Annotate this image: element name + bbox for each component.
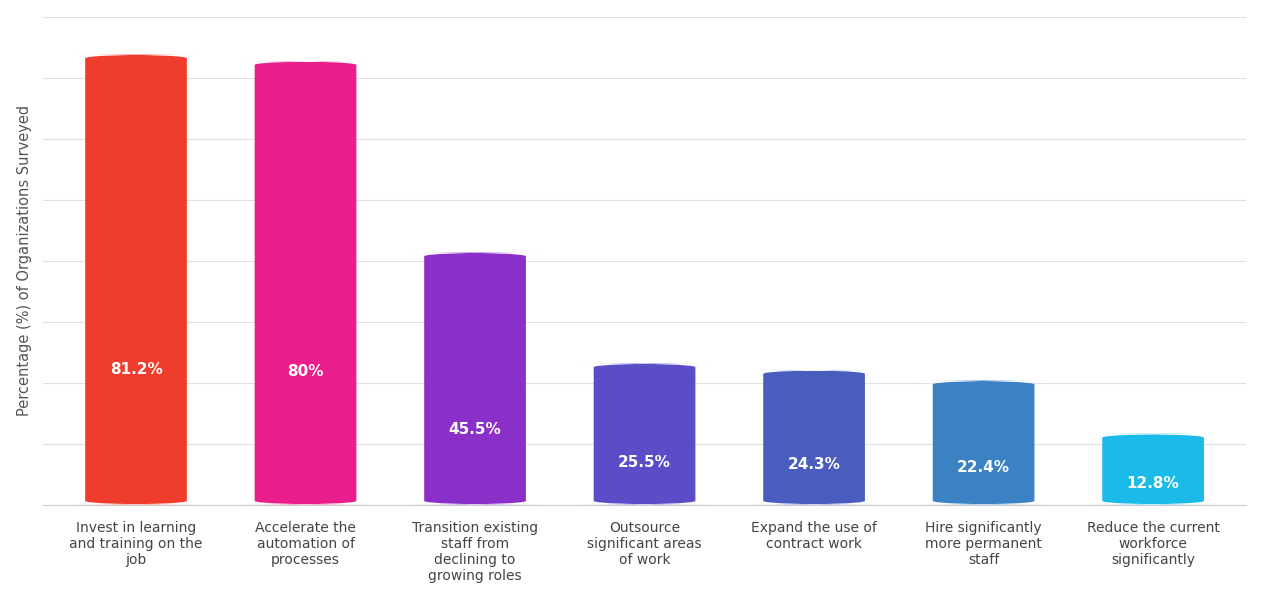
FancyBboxPatch shape xyxy=(237,61,374,505)
Text: 81.2%: 81.2% xyxy=(110,362,163,377)
FancyBboxPatch shape xyxy=(577,364,712,505)
FancyBboxPatch shape xyxy=(68,55,203,505)
Text: 12.8%: 12.8% xyxy=(1127,476,1180,491)
Y-axis label: Percentage (%) of Organizations Surveyed: Percentage (%) of Organizations Surveyed xyxy=(16,105,32,416)
Text: 80%: 80% xyxy=(287,364,323,379)
Text: 24.3%: 24.3% xyxy=(788,457,840,472)
FancyBboxPatch shape xyxy=(746,370,882,505)
FancyBboxPatch shape xyxy=(916,380,1051,505)
Text: 45.5%: 45.5% xyxy=(448,422,501,437)
Text: 25.5%: 25.5% xyxy=(618,455,671,470)
FancyBboxPatch shape xyxy=(1085,434,1221,505)
Text: 22.4%: 22.4% xyxy=(957,460,1010,475)
FancyBboxPatch shape xyxy=(407,253,543,505)
